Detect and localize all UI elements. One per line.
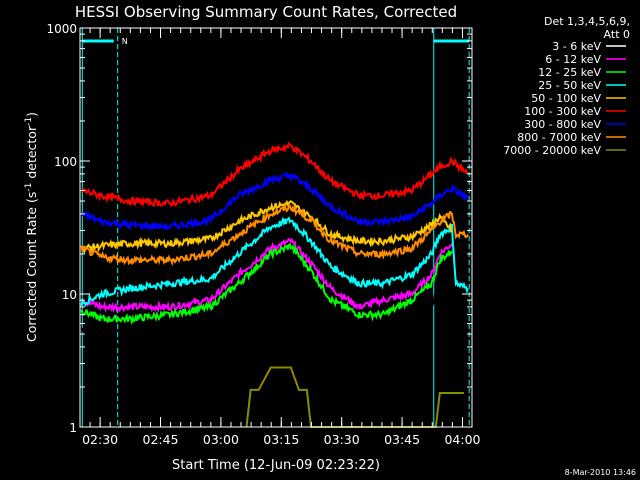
y-tick-label-3: 1000 (46, 22, 77, 36)
series-7 (80, 202, 469, 267)
legend-label-1: 6 - 12 keV (545, 53, 601, 66)
series-1 (81, 237, 453, 314)
y-tick-label-1: 10 (62, 288, 77, 302)
series-line-1 (81, 237, 453, 314)
legend-label-4: 50 - 100 keV (531, 92, 601, 105)
series-line-3 (80, 216, 469, 307)
chart-title: HESSI Observing Summary Count Rates, Cor… (75, 3, 457, 21)
series-line-5 (80, 141, 469, 208)
legend-header-0: Det 1,3,4,5,6,9, (544, 15, 630, 28)
x-tick-label-3: 03:15 (263, 432, 299, 447)
series-0 (81, 261, 453, 354)
y-axis-label-sup-1: -1 (24, 183, 34, 192)
axes-layer: 1 10 100 1000 02:30 02:45 03:00 03:15 03:30 03:45… (46, 22, 480, 447)
y-axis-label-end: ) (24, 112, 39, 117)
x-tick-label-2: 03:00 (203, 432, 239, 447)
y-tick-label-2: 100 (54, 155, 77, 169)
x-tick-label-5: 03:45 (384, 432, 420, 447)
series-line-6 (80, 171, 469, 232)
y-axis-label-sup-2: -1 (24, 117, 34, 126)
series-line-0 (81, 261, 453, 354)
series-6 (80, 171, 469, 232)
y-axis-label-middle: detector (24, 125, 39, 183)
legend-label-0: 3 - 6 keV (552, 40, 601, 53)
y-axis-label-main: Corrected Count Rate (s (24, 192, 39, 342)
series-5 (80, 141, 469, 208)
series-line-7 (80, 202, 469, 267)
legend-label-5: 100 - 300 keV (524, 105, 601, 118)
legend-label-8: 7000 - 20000 keV (503, 144, 601, 157)
plot-frame (79, 27, 473, 428)
series-2 (80, 242, 453, 326)
x-axis-label: Start Time (12-Jun-09 02:23:22) (172, 458, 380, 473)
x-tick-label-1: 02:45 (143, 432, 179, 447)
x-tick-label-4: 03:30 (324, 432, 360, 447)
legend-label-2: 12 - 25 keV (538, 66, 601, 79)
x-tick-label-6: 04:00 (444, 432, 480, 447)
legend-label-3: 25 - 50 keV (538, 79, 601, 92)
legend-header-1: Att 0 (604, 28, 630, 41)
legend-label-6: 300 - 800 keV (524, 118, 601, 131)
series-3 (80, 216, 469, 307)
footer-date: 8-Mar-2010 13:46 (565, 468, 636, 477)
x-tick-label-0: 02:30 (82, 432, 118, 447)
y-tick-label-0: 1 (69, 421, 77, 435)
night-marker-label: N (122, 37, 128, 46)
legend-label-7: 800 - 7000 keV (517, 131, 601, 144)
series-line-2 (80, 242, 453, 326)
y-axis-label: Corrected Count Rate (s-1 detector-1) (24, 112, 39, 342)
